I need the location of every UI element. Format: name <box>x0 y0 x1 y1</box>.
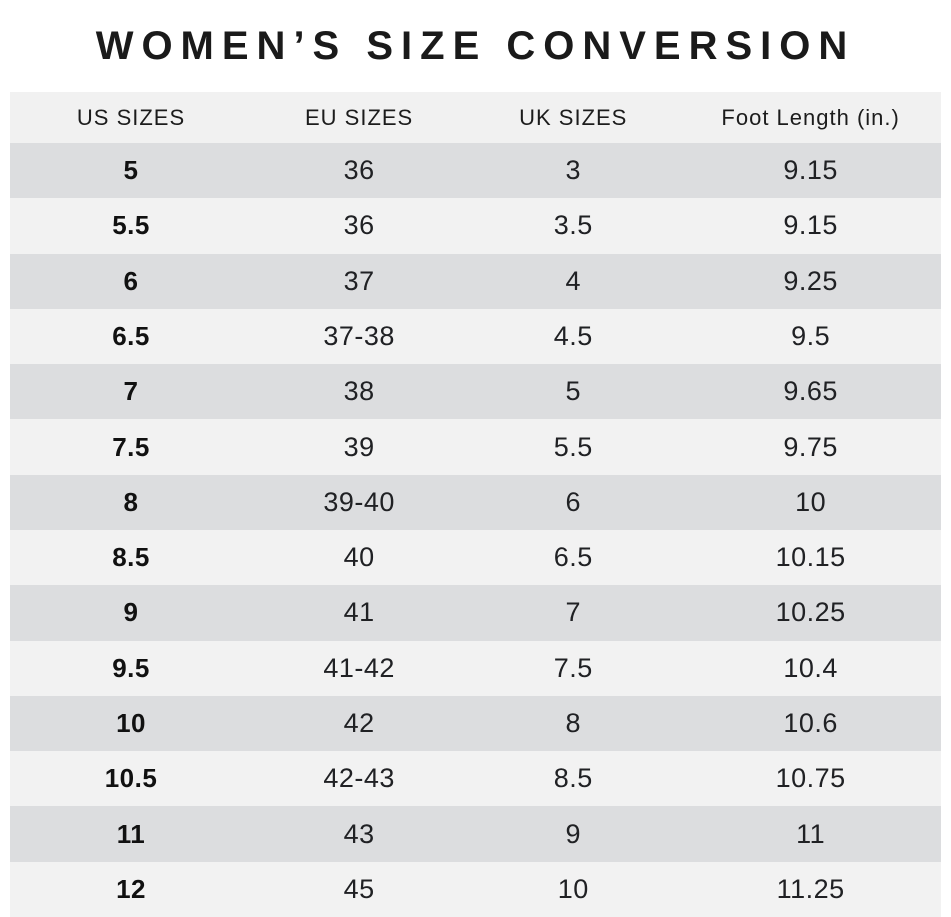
table-row: 8.5 40 6.5 10.15 <box>10 529 941 586</box>
cell-uk-size: 4 <box>565 265 581 296</box>
cell-us-size: 9.5 <box>112 652 150 683</box>
cell-us-size: 6.5 <box>112 320 150 351</box>
table-row: 9 41 7 10.25 <box>10 585 941 641</box>
cell-foot-length: 9.75 <box>783 431 838 462</box>
cell-foot-length: 10.4 <box>783 652 838 683</box>
cell-foot-length: 10.75 <box>775 763 846 794</box>
cell-uk-size: 8.5 <box>553 763 593 794</box>
table-row: 7 38 5 9.65 <box>10 364 941 420</box>
cell-eu-size: 41-42 <box>323 652 395 683</box>
cell-uk-size: 7.5 <box>553 652 593 683</box>
cell-uk-size: 3 <box>565 155 581 186</box>
cell-foot-length: 9.15 <box>783 155 838 186</box>
header-cell-uk-sizes: UK SIZES <box>519 104 628 130</box>
cell-eu-size: 42-43 <box>323 763 395 794</box>
cell-us-size: 5 <box>123 155 139 186</box>
size-table-body: 5 36 3 9.15 5.5 36 3.5 9.15 6 37 4 9.25 6.5 37-38 4.5 9… <box>10 143 941 917</box>
cell-us-size: 9 <box>123 597 139 628</box>
table-header-row: US SIZES EU SIZES UK SIZES Foot Length (… <box>10 92 941 143</box>
table-row: 5 36 3 9.15 <box>10 143 941 199</box>
cell-eu-size: 41 <box>343 597 375 628</box>
header-cell-us-sizes: US SIZES <box>76 104 186 130</box>
size-conversion-table: US SIZES EU SIZES UK SIZES Foot Length (… <box>10 92 941 917</box>
cell-foot-length: 9.65 <box>783 376 838 407</box>
cell-uk-size: 9 <box>565 818 581 849</box>
cell-uk-size: 5.5 <box>553 431 593 462</box>
cell-eu-size: 42 <box>343 707 375 738</box>
cell-uk-size: 4.5 <box>553 320 593 351</box>
cell-us-size: 6 <box>123 265 139 296</box>
cell-eu-size: 36 <box>343 155 375 186</box>
cell-eu-size: 45 <box>343 873 375 904</box>
table-row: 6 37 4 9.25 <box>10 253 941 309</box>
cell-eu-size: 37 <box>343 265 375 296</box>
cell-uk-size: 6.5 <box>553 542 593 573</box>
cell-foot-length: 9.5 <box>791 320 831 351</box>
page-title: WOMEN’S SIZE CONVERSION <box>95 23 856 68</box>
table-row: 7.5 39 5.5 9.75 <box>10 419 941 475</box>
cell-us-size: 5.5 <box>112 210 150 241</box>
cell-foot-length: 10 <box>795 486 827 517</box>
table-row: 5.5 36 3.5 9.15 <box>10 198 941 254</box>
cell-eu-size: 43 <box>343 818 375 849</box>
table-row: 8 39-40 6 10 <box>10 474 941 530</box>
table-row: 9.5 41-42 7.5 10.4 <box>10 640 941 696</box>
cell-uk-size: 10 <box>557 873 589 904</box>
cell-us-size: 8.5 <box>112 542 150 573</box>
cell-us-size: 11 <box>116 818 146 849</box>
cell-us-size: 10 <box>116 707 146 738</box>
header-cell-eu-sizes: EU SIZES <box>304 104 414 130</box>
cell-us-size: 8 <box>123 486 139 517</box>
cell-eu-size: 39 <box>343 431 375 462</box>
cell-us-size: 7.5 <box>112 431 150 462</box>
cell-uk-size: 6 <box>565 486 581 517</box>
table-row: 6.5 37-38 4.5 9.5 <box>10 308 941 365</box>
cell-foot-length: 11 <box>796 818 826 849</box>
cell-foot-length: 10.25 <box>775 597 846 628</box>
table-row: 12 45 10 11.25 <box>10 861 941 917</box>
cell-foot-length: 9.15 <box>783 210 838 241</box>
cell-eu-size: 39-40 <box>323 486 395 517</box>
cell-eu-size: 40 <box>343 542 375 573</box>
cell-us-size: 7 <box>123 376 139 407</box>
cell-uk-size: 3.5 <box>553 210 593 241</box>
cell-uk-size: 5 <box>565 376 581 407</box>
cell-eu-size: 37-38 <box>323 320 395 351</box>
cell-us-size: 12 <box>116 873 146 904</box>
table-row: 11 43 9 11 <box>10 806 941 862</box>
table-row: 10 42 8 10.6 <box>10 695 941 752</box>
cell-eu-size: 38 <box>343 376 375 407</box>
cell-foot-length: 9.25 <box>783 265 838 296</box>
cell-foot-length: 11.25 <box>776 873 845 904</box>
title-bar: WOMEN’S SIZE CONVERSION <box>0 0 951 92</box>
cell-foot-length: 10.15 <box>775 542 846 573</box>
header-cell-foot-length: Foot Length (in.) <box>721 104 900 130</box>
cell-uk-size: 7 <box>565 597 581 628</box>
table-row: 10.5 42-43 8.5 10.75 <box>10 751 941 807</box>
cell-foot-length: 10.6 <box>783 707 838 738</box>
cell-eu-size: 36 <box>343 210 375 241</box>
cell-uk-size: 8 <box>565 707 581 738</box>
cell-us-size: 10.5 <box>104 763 158 794</box>
